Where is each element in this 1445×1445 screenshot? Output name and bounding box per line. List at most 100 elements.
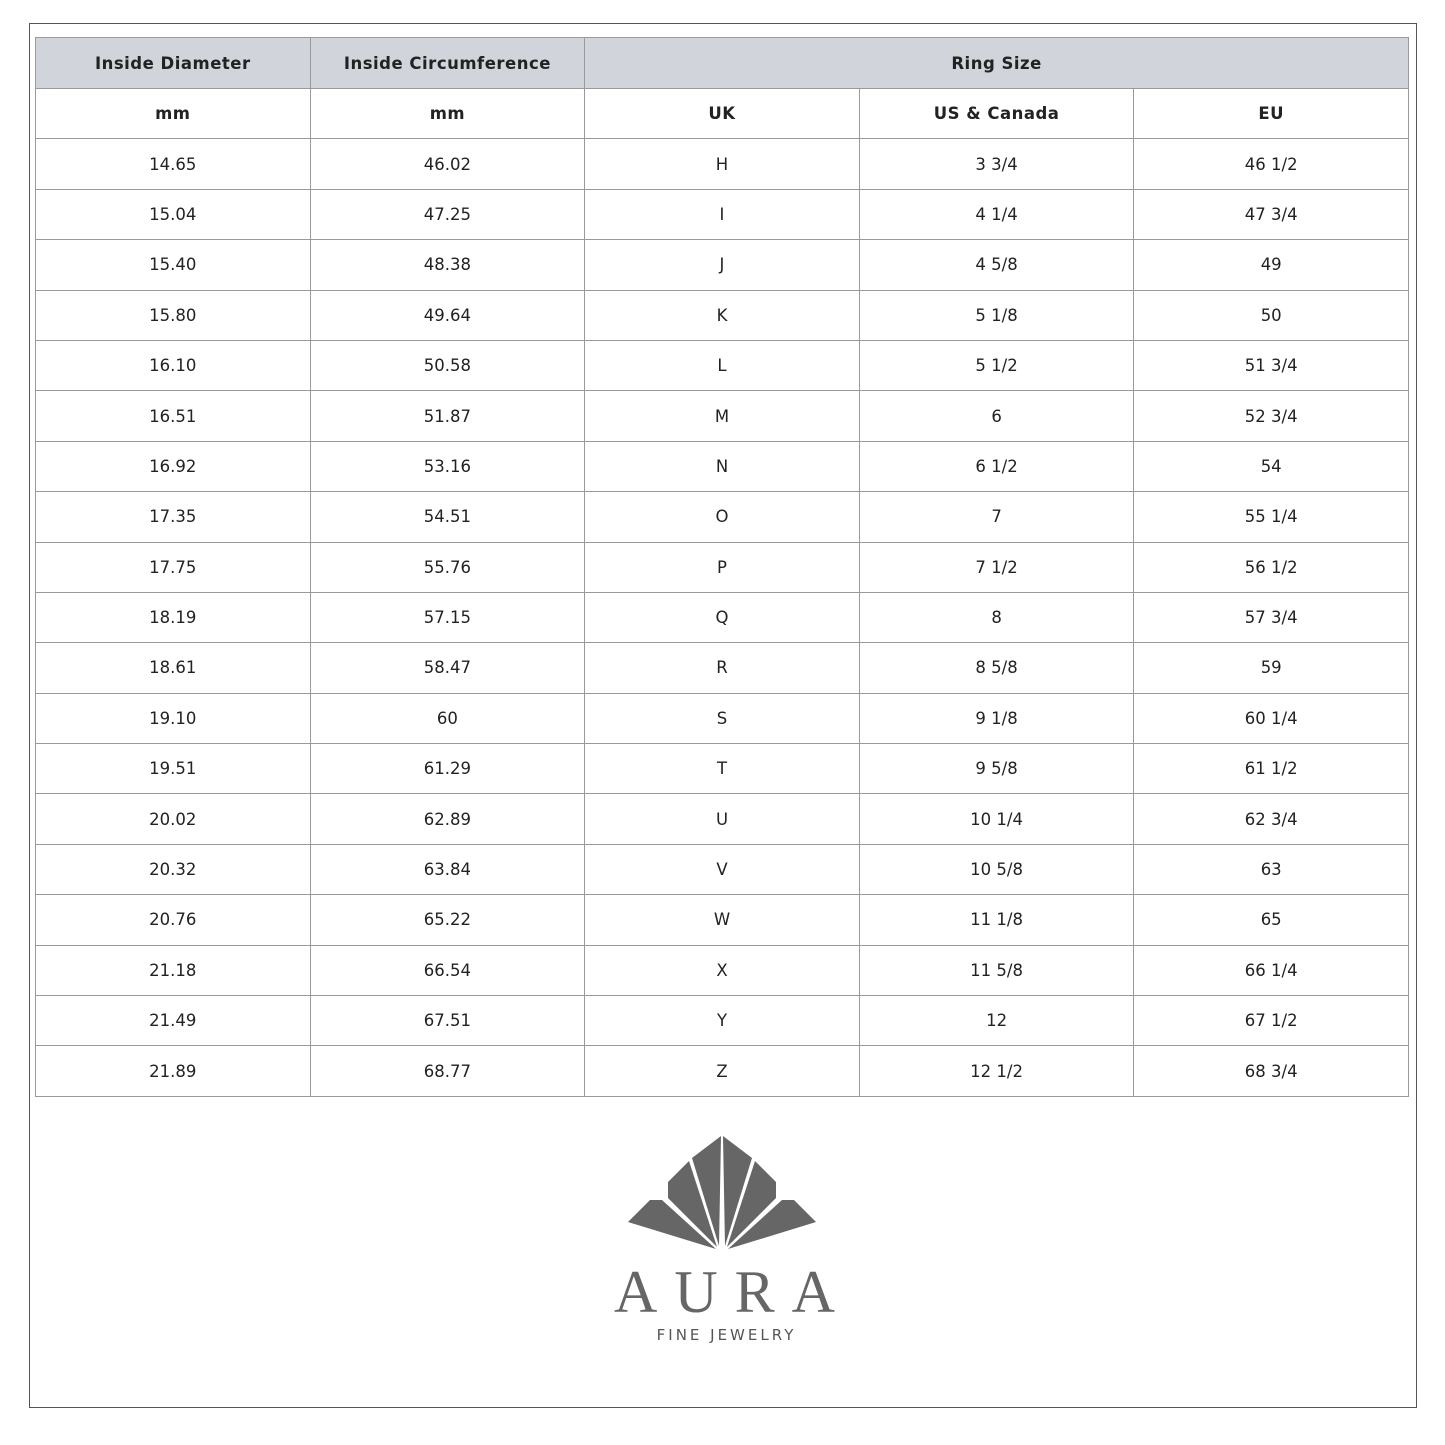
cell-us-canada: 11 1/8 — [858, 894, 1135, 946]
cell-inside-circumference: 48.38 — [309, 239, 586, 291]
table-row: 17.75 55.76 P 7 1/2 56 1/2 — [35, 541, 1409, 593]
cell-inside-diameter: 17.35 — [35, 491, 311, 543]
cell-us-canada: 12 1/2 — [858, 1045, 1135, 1097]
cell-inside-diameter: 20.02 — [35, 793, 311, 845]
table-row: 17.35 54.51 O 7 55 1/4 — [35, 491, 1409, 543]
cell-us-canada: 5 1/8 — [858, 289, 1135, 341]
cell-uk: V — [584, 843, 860, 896]
cell-inside-circumference: 50.58 — [309, 339, 586, 392]
header-ring-size: Ring Size — [584, 37, 1409, 89]
cell-eu: 65 — [1133, 894, 1409, 946]
cell-us-canada: 10 1/4 — [858, 793, 1135, 845]
cell-inside-circumference: 57.15 — [309, 591, 586, 644]
cell-eu: 57 3/4 — [1133, 591, 1409, 644]
cell-inside-diameter: 15.40 — [35, 239, 311, 291]
table-row: 21.89 68.77 Z 12 1/2 68 3/4 — [35, 1045, 1409, 1097]
cell-us-canada: 9 5/8 — [858, 743, 1135, 795]
cell-inside-circumference: 49.64 — [309, 289, 586, 341]
subheader-eu: EU — [1133, 87, 1409, 140]
cell-inside-circumference: 66.54 — [309, 944, 586, 997]
cell-us-canada: 12 — [858, 995, 1135, 1047]
cell-inside-diameter: 16.10 — [35, 339, 311, 392]
table-row: 20.32 63.84 V 10 5/8 63 — [35, 843, 1409, 896]
cell-eu: 55 1/4 — [1133, 491, 1409, 543]
cell-uk: Z — [584, 1045, 860, 1097]
table-row: 18.19 57.15 Q 8 57 3/4 — [35, 591, 1409, 644]
subheader-uk: UK — [584, 87, 860, 140]
cell-inside-diameter: 16.51 — [35, 390, 311, 442]
cell-inside-circumference: 62.89 — [309, 793, 586, 845]
cell-us-canada: 3 3/4 — [858, 138, 1135, 190]
table-row: 16.92 53.16 N 6 1/2 54 — [35, 440, 1409, 493]
logo-wordmark: AURA — [614, 1259, 853, 1325]
cell-uk: K — [584, 289, 860, 341]
cell-uk: N — [584, 440, 860, 493]
cell-us-canada: 10 5/8 — [858, 843, 1135, 896]
cell-inside-diameter: 15.04 — [35, 188, 311, 241]
cell-us-canada: 4 1/4 — [858, 188, 1135, 241]
cell-inside-diameter: 21.49 — [35, 995, 311, 1047]
cell-us-canada: 7 1/2 — [858, 541, 1135, 593]
cell-inside-diameter: 17.75 — [35, 541, 311, 593]
cell-uk: I — [584, 188, 860, 241]
cell-us-canada: 11 5/8 — [858, 944, 1135, 997]
cell-inside-circumference: 46.02 — [309, 138, 586, 190]
cell-eu: 66 1/4 — [1133, 944, 1409, 997]
cell-us-canada: 8 5/8 — [858, 642, 1135, 694]
cell-inside-diameter: 21.18 — [35, 944, 311, 997]
cell-inside-diameter: 18.19 — [35, 591, 311, 644]
cell-eu: 47 3/4 — [1133, 188, 1409, 241]
cell-uk: U — [584, 793, 860, 845]
subheader-mm-diameter: mm — [35, 87, 311, 140]
cell-eu: 46 1/2 — [1133, 138, 1409, 190]
cell-eu: 68 3/4 — [1133, 1045, 1409, 1097]
cell-inside-circumference: 60 — [309, 692, 586, 745]
fan-logo-icon — [628, 1136, 816, 1249]
cell-uk: L — [584, 339, 860, 392]
table-row: 20.02 62.89 U 10 1/4 62 3/4 — [35, 793, 1409, 845]
table-row: 15.40 48.38 J 4 5/8 49 — [35, 239, 1409, 291]
cell-uk: O — [584, 491, 860, 543]
table-row: 15.04 47.25 I 4 1/4 47 3/4 — [35, 188, 1409, 241]
ring-size-table: Inside Diameter Inside Circumference Rin… — [35, 37, 1409, 1097]
table-row: 20.76 65.22 W 11 1/8 65 — [35, 894, 1409, 946]
cell-eu: 56 1/2 — [1133, 541, 1409, 593]
table-row: 16.10 50.58 L 5 1/2 51 3/4 — [35, 339, 1409, 392]
cell-inside-diameter: 21.89 — [35, 1045, 311, 1097]
cell-eu: 61 1/2 — [1133, 743, 1409, 795]
cell-inside-circumference: 68.77 — [309, 1045, 586, 1097]
cell-us-canada: 4 5/8 — [858, 239, 1135, 291]
table-row: 19.10 60 S 9 1/8 60 1/4 — [35, 692, 1409, 745]
cell-inside-circumference: 67.51 — [309, 995, 586, 1047]
cell-eu: 67 1/2 — [1133, 995, 1409, 1047]
cell-eu: 49 — [1133, 239, 1409, 291]
cell-eu: 60 1/4 — [1133, 692, 1409, 745]
cell-uk: Q — [584, 591, 860, 644]
cell-inside-circumference: 65.22 — [309, 894, 586, 946]
table-row: 19.51 61.29 T 9 5/8 61 1/2 — [35, 743, 1409, 795]
cell-uk: W — [584, 894, 860, 946]
cell-eu: 50 — [1133, 289, 1409, 341]
cell-inside-diameter: 20.76 — [35, 894, 311, 946]
cell-inside-diameter: 18.61 — [35, 642, 311, 694]
aura-logo: AURA FINE JEWELRY — [600, 1120, 850, 1360]
header-inside-diameter: Inside Diameter — [35, 37, 311, 89]
table-row: 14.65 46.02 H 3 3/4 46 1/2 — [35, 138, 1409, 190]
table-row: 18.61 58.47 R 8 5/8 59 — [35, 642, 1409, 694]
table-row: 21.49 67.51 Y 12 67 1/2 — [35, 995, 1409, 1047]
cell-uk: Y — [584, 995, 860, 1047]
cell-us-canada: 6 1/2 — [858, 440, 1135, 493]
table-row: 15.80 49.64 K 5 1/8 50 — [35, 289, 1409, 341]
header-row: Inside Diameter Inside Circumference Rin… — [35, 37, 1409, 89]
table-row: 21.18 66.54 X 11 5/8 66 1/4 — [35, 944, 1409, 997]
header-inside-circumference: Inside Circumference — [309, 37, 586, 89]
subheader-mm-circumference: mm — [309, 87, 586, 140]
cell-uk: X — [584, 944, 860, 997]
cell-uk: T — [584, 743, 860, 795]
cell-eu: 51 3/4 — [1133, 339, 1409, 392]
cell-inside-circumference: 61.29 — [309, 743, 586, 795]
cell-inside-diameter: 20.32 — [35, 843, 311, 896]
page-frame — [29, 23, 1417, 1408]
cell-inside-diameter: 19.10 — [35, 692, 311, 745]
subheader-row: mm mm UK US & Canada EU — [35, 87, 1409, 140]
